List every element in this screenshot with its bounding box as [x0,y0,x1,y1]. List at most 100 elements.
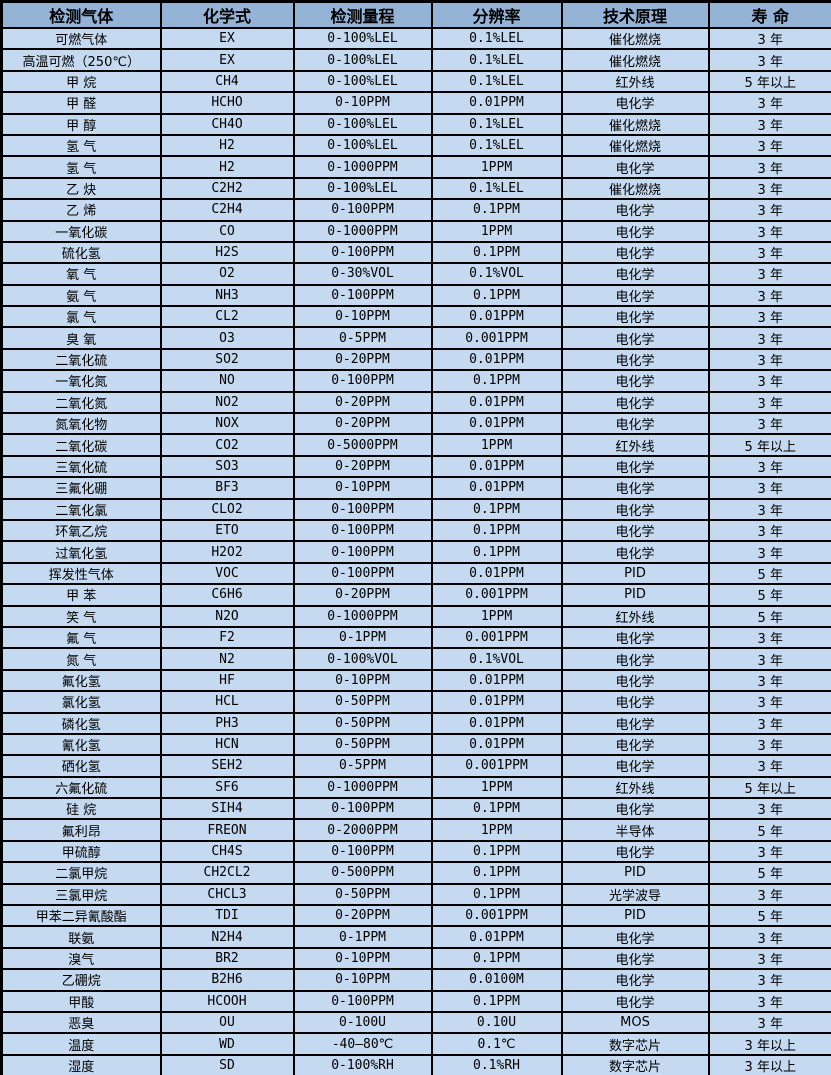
cell-chemical-formula: O2 [159,262,295,286]
cell-resolution: 0.001PPM [430,625,563,650]
column-header-principle: 技术原理 [560,0,710,29]
cell-chemical-formula: CLO2 [159,497,295,522]
cell-lifespan: 3 年 [707,732,831,757]
cell-resolution: 0.1PPM [430,989,563,1013]
table-row: 氟 气 F2 0-1PPM 0.001PPM 电化学 3 年 [0,625,831,650]
table-row: 六氟化硫 SF6 0-1000PPM 1PPM 红外线 5 年以上 [0,775,831,800]
table-row: 氟利昂 FREON 0-2000PPM 1PPM 半导体 5 年 [0,818,831,842]
cell-gas-name: 可燃气体 [0,26,162,51]
cell-technical-principle: 催化燃烧 [560,176,710,201]
cell-gas-name: 挥发性气体 [0,561,162,586]
cell-detection-range: 0-100%VOL [292,647,433,671]
cell-gas-name: 氟利昂 [0,818,162,842]
table-row: 甲 烷 CH4 0-100%LEL 0.1%LEL 红外线 5 年以上 [0,69,831,94]
table-row: 氢 气 H2 0-1000PPM 1PPM 电化学 3 年 [0,155,831,179]
table-row: 二氯甲烷 CH2CL2 0-500PPM 0.1PPM PID 5 年 [0,861,831,885]
cell-technical-principle: 电化学 [560,198,710,222]
cell-chemical-formula: H2S [159,240,295,265]
cell-detection-range: 0-1000PPM [292,604,433,628]
cell-chemical-formula: CH4S [159,839,295,864]
cell-lifespan: 3 年 [707,155,831,179]
cell-resolution: 0.1%VOL [430,647,563,671]
cell-gas-name: 乙硼烷 [0,968,162,992]
table-row: 环氧乙烷 ETO 0-100PPM 0.1PPM 电化学 3 年 [0,518,831,543]
cell-resolution: 1PPM [430,775,563,800]
table-row: 三氯甲烷 CHCL3 0-50PPM 0.1PPM 光学波导 3 年 [0,882,831,907]
cell-lifespan: 3 年 [707,946,831,971]
cell-gas-name: 高温可燃（250℃） [0,48,162,72]
cell-gas-name: 三氯甲烷 [0,882,162,907]
cell-gas-name: 磷化氢 [0,711,162,735]
cell-lifespan: 3 年 [707,176,831,201]
cell-resolution: 0.001PPM [430,754,563,778]
cell-chemical-formula: SD [159,1053,295,1075]
cell-detection-range: 0-100%RH [292,1053,433,1075]
cell-technical-principle: 电化学 [560,668,710,693]
cell-gas-name: 臭 氧 [0,326,162,350]
table-row: 二氧化氯 CLO2 0-100PPM 0.1PPM 电化学 3 年 [0,497,831,522]
cell-chemical-formula: SO2 [159,347,295,372]
cell-gas-name: 六氟化硫 [0,775,162,800]
cell-detection-range: 0-30%VOL [292,262,433,286]
column-header-lifespan: 寿 命 [707,0,831,29]
cell-technical-principle: 电化学 [560,925,710,949]
table-row: 乙 烯 C2H4 0-100PPM 0.1PPM 电化学 3 年 [0,198,831,222]
table-row: 磷化氢 PH3 0-50PPM 0.01PPM 电化学 3 年 [0,711,831,735]
cell-gas-name: 过氧化氢 [0,540,162,564]
cell-resolution: 0.0100M [430,968,563,992]
cell-chemical-formula: OU [159,1010,295,1035]
table-row: 氰化氢 HCN 0-50PPM 0.01PPM 电化学 3 年 [0,732,831,757]
cell-gas-name: 环氧乙烷 [0,518,162,543]
cell-chemical-formula: H2 [159,155,295,179]
cell-lifespan: 5 年 [707,561,831,586]
table-row: 氟化氢 HF 0-10PPM 0.01PPM 电化学 3 年 [0,668,831,693]
cell-resolution: 0.01PPM [430,91,563,115]
cell-lifespan: 3 年 [707,968,831,992]
cell-detection-range: 0-20PPM [292,903,433,928]
cell-technical-principle: 电化学 [560,839,710,864]
cell-gas-name: 氯化氢 [0,690,162,714]
cell-resolution: 0.1%VOL [430,262,563,286]
cell-lifespan: 3 年 [707,240,831,265]
cell-detection-range: 0-100PPM [292,369,433,393]
cell-chemical-formula: HCL [159,690,295,714]
cell-lifespan: 5 年 [707,818,831,842]
table-row: 甲苯二异氰酸酯 TDI 0-20PPM 0.001PPM PID 5 年 [0,903,831,928]
table-row: 溴气 BR2 0-10PPM 0.1PPM 电化学 3 年 [0,946,831,971]
cell-gas-name: 氰化氢 [0,732,162,757]
cell-chemical-formula: NO [159,369,295,393]
cell-lifespan: 3 年 [707,369,831,393]
cell-technical-principle: 电化学 [560,518,710,543]
cell-gas-name: 甲硫醇 [0,839,162,864]
cell-technical-principle: 半导体 [560,818,710,842]
cell-detection-range: 0-20PPM [292,454,433,479]
cell-chemical-formula: SO3 [159,454,295,479]
cell-resolution: 0.01PPM [430,454,563,479]
cell-technical-principle: 电化学 [560,989,710,1013]
cell-technical-principle: 数字芯片 [560,1053,710,1075]
cell-detection-range: 0-50PPM [292,690,433,714]
cell-resolution: 1PPM [430,155,563,179]
cell-technical-principle: 红外线 [560,433,710,457]
cell-detection-range: 0-100PPM [292,540,433,564]
cell-lifespan: 3 年 [707,91,831,115]
cell-chemical-formula: C2H2 [159,176,295,201]
cell-resolution: 0.01PPM [430,412,563,436]
cell-technical-principle: 电化学 [560,647,710,671]
cell-chemical-formula: CO [159,219,295,243]
cell-resolution: 0.1PPM [430,882,563,907]
table-row: 乙 炔 C2H2 0-100%LEL 0.1%LEL 催化燃烧 3 年 [0,176,831,201]
column-header-gas: 检测气体 [0,0,162,29]
cell-gas-name: 二氧化硫 [0,347,162,372]
cell-technical-principle: 电化学 [560,240,710,265]
cell-technical-principle: 电化学 [560,262,710,286]
table-row: 甲 苯 C6H6 0-20PPM 0.001PPM PID 5 年 [0,583,831,607]
cell-detection-range: 0-50PPM [292,732,433,757]
cell-gas-name: 甲 苯 [0,583,162,607]
cell-gas-name: 温度 [0,1032,162,1056]
table-row: 甲酸 HCOOH 0-100PPM 0.1PPM 电化学 3 年 [0,989,831,1013]
cell-detection-range: 0-20PPM [292,347,433,372]
cell-gas-name: 湿度 [0,1053,162,1075]
table-row: 氨 气 NH3 0-100PPM 0.1PPM 电化学 3 年 [0,283,831,308]
cell-resolution: 0.10U [430,1010,563,1035]
